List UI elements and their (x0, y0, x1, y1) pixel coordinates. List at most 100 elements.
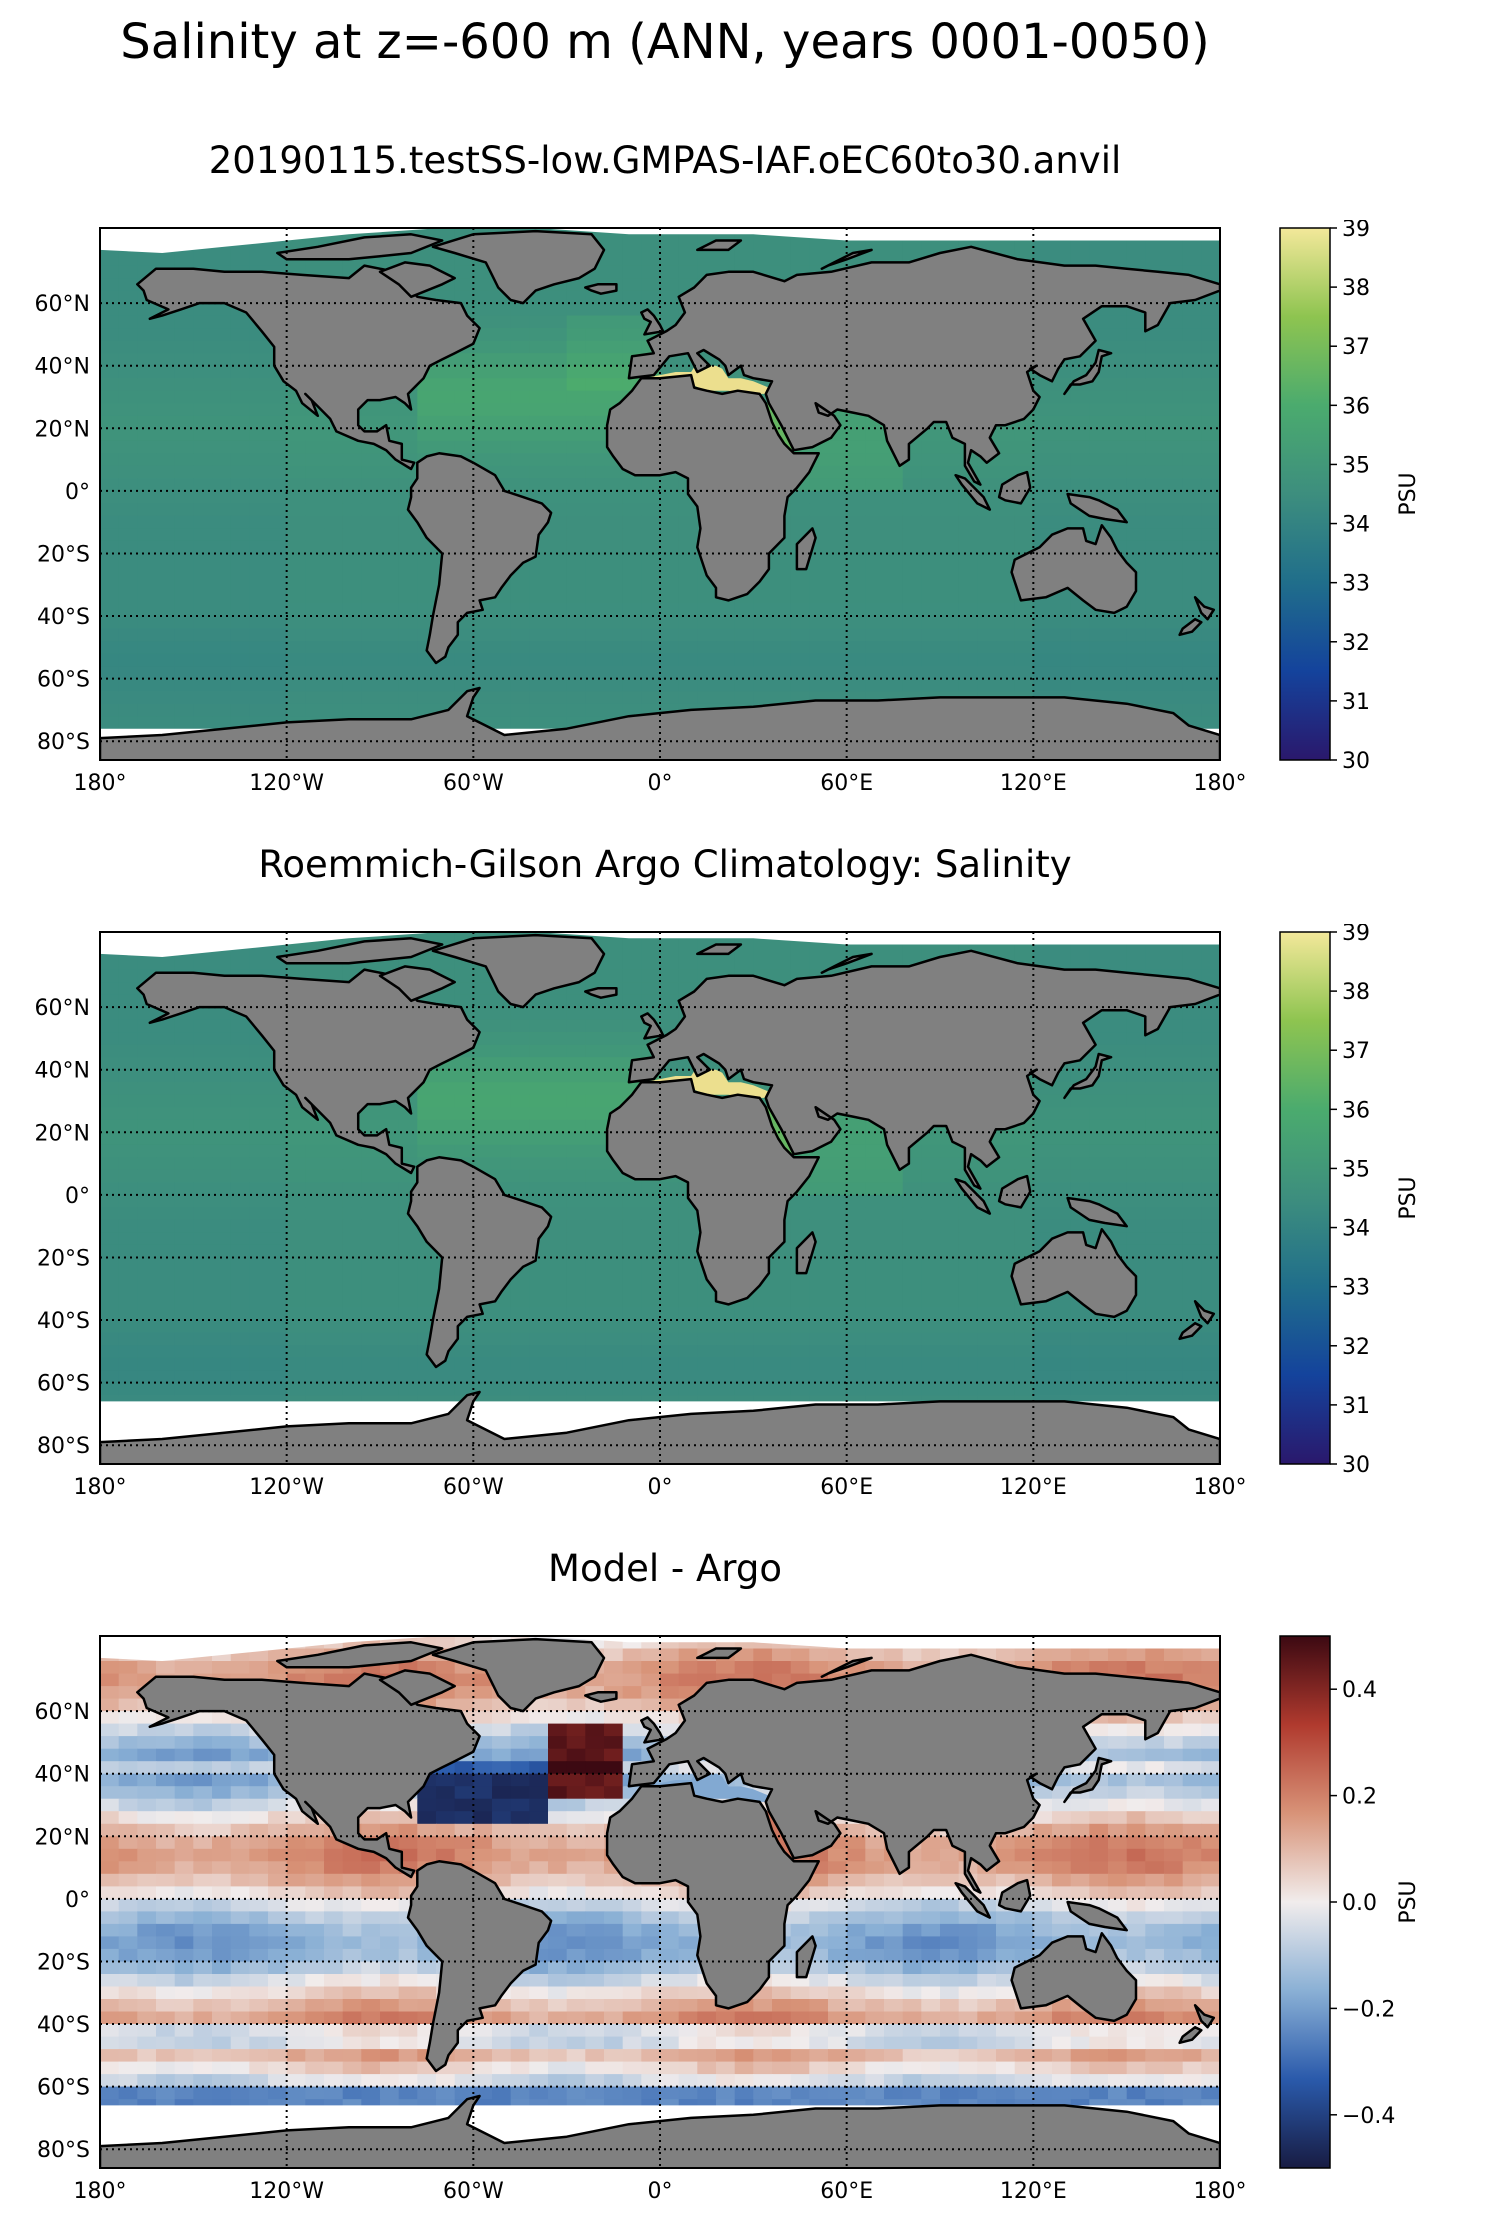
colorbar-tick-label: 32 (1342, 1335, 1370, 1360)
lat-tick-label: 60°S (37, 668, 90, 693)
lon-tick-label: 0° (648, 2179, 673, 2204)
colorbar-gradient (1279, 227, 1331, 761)
lon-tick-label: 60°W (443, 771, 504, 796)
land-eurasia (627, 245, 1220, 486)
colorbar-tick-label: 30 (1342, 749, 1370, 774)
land-new-guinea (1066, 492, 1128, 524)
map-frame (99, 931, 1221, 1465)
lat-tick-label: 20°S (37, 542, 90, 567)
lat-tick-label: 20°N (35, 1825, 90, 1850)
land-sumatra (954, 1177, 992, 1215)
lon-tick-label: 120°E (1000, 2179, 1067, 2204)
land-borneo (997, 1174, 1032, 1209)
map-frame (99, 227, 1221, 761)
land-japan (1063, 348, 1113, 396)
colorbar-tick-label: 39 (1342, 220, 1370, 242)
lat-tick-label: 60°N (35, 292, 90, 317)
lon-tick-label: 0° (648, 771, 673, 796)
lat-tick-label: 20°N (35, 1121, 90, 1146)
land-svalbard (696, 239, 743, 252)
colorbar-tick-label: 33 (1342, 1276, 1370, 1301)
colorbar-tick-label: 0.0 (1342, 1891, 1377, 1916)
land-baffin (378, 965, 456, 1003)
arctic-ice (100, 228, 1220, 253)
colorbar-tick-label: 34 (1342, 513, 1370, 538)
colorbar-label: PSU (1396, 472, 1421, 515)
land-arctic-islands (276, 233, 444, 261)
land-new-zealand-s (1178, 617, 1203, 637)
colorbar-label: PSU (1396, 1176, 1421, 1219)
colorbar-tick-label: −0.2 (1342, 1997, 1395, 2022)
lon-tick-label: 180° (1194, 1475, 1247, 1500)
colorbar-tick-label: 38 (1342, 980, 1370, 1005)
land-iceland (584, 1691, 618, 1703)
map-panel-model: 180° 120°W 60°W 0° 60°E 120°E 180° 60°N 40°N 20°N… (35, 227, 1247, 796)
land-madagascar (795, 1935, 817, 1979)
land-arctic-islands (276, 1641, 444, 1669)
lat-tick-label: 40°S (37, 2013, 90, 2038)
mediterranean-sea (644, 362, 769, 394)
colorbar-tick-label: 37 (1342, 1039, 1370, 1064)
land-south-america (406, 452, 553, 665)
map-panel-difference: 180° 120°W 60°W 0° 60°E 120°E 180° 60°N 40°N 20°N… (35, 1635, 1247, 2204)
land-north-america (136, 968, 481, 1175)
lat-tick-label: 60°S (37, 1372, 90, 1397)
colorbar-tick-label: 35 (1342, 453, 1370, 478)
figure-title: Salinity at z=-600 m (ANN, years 0001-00… (120, 14, 1210, 70)
lon-tick-label: 180° (74, 1475, 127, 1500)
lat-tick-label: 40°N (35, 1763, 90, 1788)
lat-tick-label: 60°S (37, 2076, 90, 2101)
lat-tick-label: 40°N (35, 355, 90, 380)
lat-tick-label: 40°S (37, 605, 90, 630)
panel-3-title: Model - Argo (548, 1547, 782, 1590)
land-new-guinea (1066, 1900, 1128, 1932)
lat-tick-label: 0° (65, 1184, 90, 1209)
land-new-zealand-s (1178, 2025, 1203, 2045)
land-arctic-islands (276, 937, 444, 965)
colorbar-tick-label: 33 (1342, 572, 1370, 597)
colorbar-gradient (1279, 931, 1331, 1465)
lat-tick-label: 0° (65, 480, 90, 505)
colorbar-tick-label: 31 (1342, 690, 1370, 715)
land-australia (1010, 524, 1138, 615)
lat-tick-label: 40°N (35, 1059, 90, 1084)
colorbar-label: PSU (1396, 1880, 1421, 1923)
land-borneo (997, 470, 1032, 505)
land-iceland (584, 987, 618, 999)
land-uk (640, 1012, 665, 1040)
land-borneo (997, 1878, 1032, 1913)
land-new-zealand-s (1178, 1321, 1203, 1341)
map-frame (99, 1635, 1221, 2169)
land-greenland (431, 1637, 606, 1713)
land-africa (605, 1781, 820, 2010)
gridlines (100, 1636, 1220, 2168)
lon-tick-label: 180° (74, 2179, 127, 2204)
lat-tick-label: 0° (65, 1888, 90, 1913)
colorbar-tick-label: −0.4 (1342, 2104, 1395, 2129)
map-content (100, 1636, 1220, 2168)
lon-tick-label: 60°E (820, 2179, 873, 2204)
lat-tick-label: 60°N (35, 996, 90, 1021)
lon-tick-label: 60°W (443, 2179, 504, 2204)
lat-tick-label: 20°S (37, 1246, 90, 1271)
lon-tick-label: 180° (1194, 2179, 1247, 2204)
colorbar-model: 39 38 37 36 35 34 33 32 31 30 PSU (1279, 220, 1421, 774)
land-new-zealand-n (1193, 1300, 1216, 1325)
lon-tick-label: 60°W (443, 1475, 504, 1500)
land-madagascar (795, 527, 817, 571)
colorbar-tick-label: 32 (1342, 631, 1370, 656)
land-baffin (378, 261, 456, 299)
lat-tick-label: 80°S (37, 2138, 90, 2163)
colorbar-difference: 0.4 0.2 0.0 −0.2 −0.4 PSU (1279, 1635, 1421, 2169)
land-africa (605, 1077, 820, 1306)
lat-tick-label: 20°N (35, 417, 90, 442)
colorbar-tick-label: 35 (1342, 1157, 1370, 1182)
land-baffin (378, 1669, 456, 1707)
panel-1-title: 20190115.testSS-low.GMPAS-IAF.oEC60to30.… (208, 139, 1122, 182)
colorbar-gradient (1279, 1635, 1331, 2169)
land-uk (640, 308, 665, 336)
land-greenland (431, 229, 606, 305)
lon-tick-label: 120°W (249, 771, 324, 796)
colorbar-tick-label: 0.4 (1342, 1678, 1377, 1703)
colorbar-tick-label: 36 (1342, 394, 1370, 419)
